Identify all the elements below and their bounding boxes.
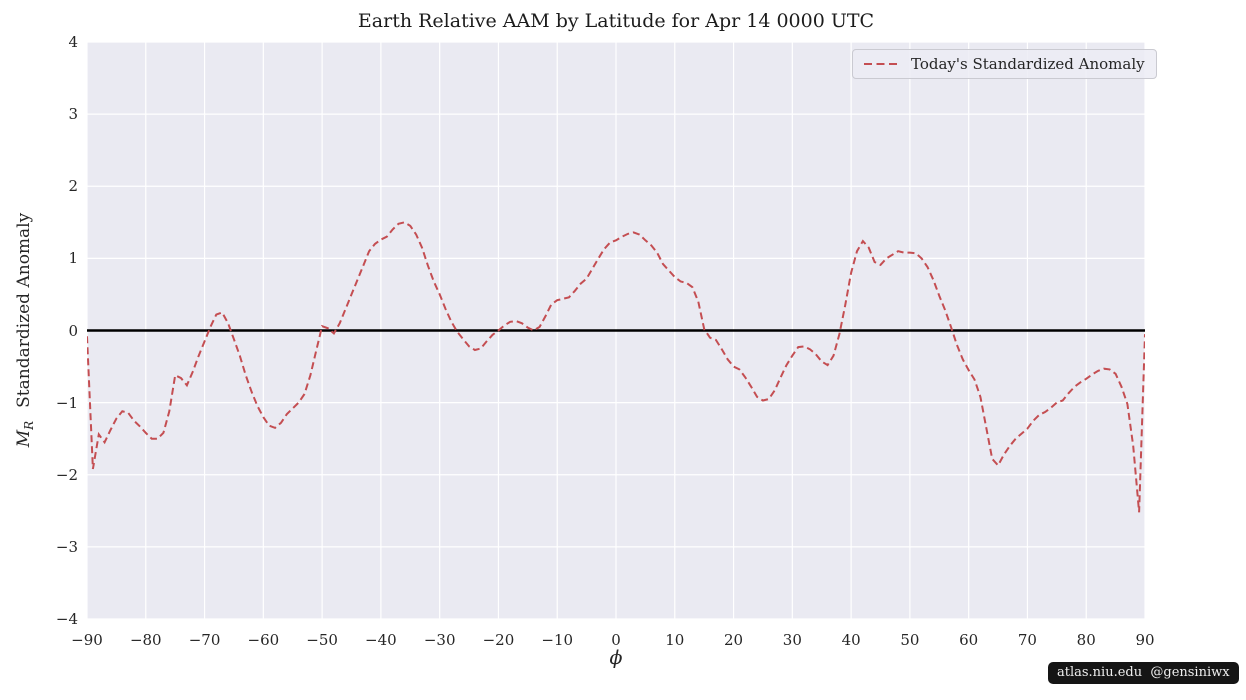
y-tick-label: 2 — [68, 177, 78, 196]
x-tick-label: −40 — [365, 631, 397, 649]
legend: Today's Standardized Anomaly — [852, 49, 1157, 79]
x-tick-label: −20 — [482, 631, 515, 649]
x-tick-label: −50 — [306, 631, 338, 649]
y-tick-label: 3 — [68, 105, 78, 124]
x-tick-label: 0 — [611, 631, 621, 649]
x-tick-label: −70 — [188, 631, 221, 649]
x-tick-label: 10 — [665, 631, 685, 649]
anomaly-curve — [87, 221, 1145, 513]
y-axis-ticks: 4 3 2 1 0 −1 −2 −3 −4 — [0, 0, 78, 700]
y-tick-label: −1 — [55, 393, 78, 412]
x-tick-label: 20 — [724, 631, 744, 649]
plot-canvas — [87, 42, 1145, 619]
y-tick-label: 4 — [68, 33, 78, 51]
x-tick-label: −10 — [541, 631, 574, 649]
x-tick-label: 70 — [1017, 631, 1037, 649]
x-tick-label: −30 — [423, 631, 456, 649]
x-tick-label: −60 — [247, 631, 280, 649]
chart-title: Earth Relative AAM by Latitude for Apr 1… — [357, 10, 875, 32]
x-tick-label: 50 — [900, 631, 920, 649]
x-tick-label: 40 — [841, 631, 861, 649]
x-tick-label: 90 — [1135, 631, 1155, 649]
y-tick-label: −4 — [55, 610, 78, 628]
y-axis-label-variable: M — [13, 429, 34, 448]
x-tick-label: 80 — [1076, 631, 1096, 649]
x-tick-label: −80 — [129, 631, 162, 649]
y-tick-label: −3 — [55, 537, 78, 556]
x-tick-label: 30 — [782, 631, 802, 649]
y-axis-label: MR Standardized Anomaly — [14, 213, 36, 447]
x-tick-label: 60 — [959, 631, 979, 649]
y-axis-label-text: Standardized Anomaly — [13, 212, 34, 408]
y-axis-label-subscript: R — [22, 420, 37, 430]
legend-dashed-line-icon — [864, 63, 900, 65]
legend-label: Today's Standardized Anomaly — [911, 55, 1145, 73]
watermark: atlas.niu.edu @gensiniwx — [1048, 662, 1239, 684]
x-axis-label: ϕ — [609, 647, 623, 669]
y-tick-label: −2 — [55, 465, 78, 484]
y-tick-label: 0 — [68, 321, 78, 340]
x-tick-label: −90 — [71, 631, 103, 649]
plot-area — [87, 42, 1145, 619]
y-tick-label: 1 — [68, 249, 78, 268]
